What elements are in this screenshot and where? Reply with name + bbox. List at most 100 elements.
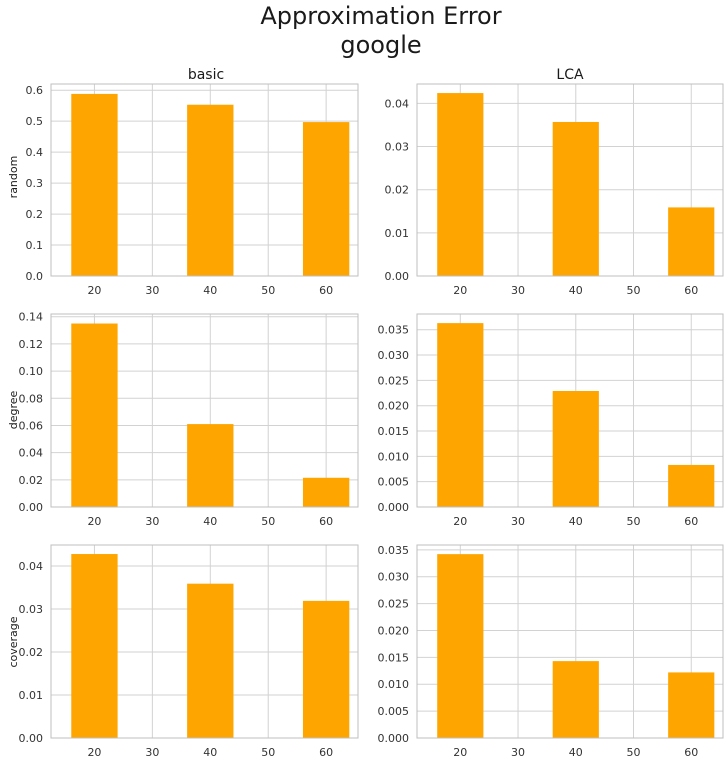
- bar-40: [187, 104, 234, 277]
- panel-degree-LCA: 20 30 40 50 60 0.000 0.005 0.010 0.015 0.020 0.025…: [378, 313, 724, 528]
- y-tick-label: 0.02: [19, 646, 44, 659]
- y-tick-label: 0.10: [19, 365, 44, 378]
- y-tick-label: 0.2: [26, 208, 44, 221]
- panel-degree-basic: 20 30 40 50 60 0.00 0.02 0.04 0.06 0.08 0.10 0.12 0.…: [19, 311, 359, 528]
- y-tick-label: 0.0: [26, 270, 44, 283]
- x-tick-label: 50: [261, 746, 275, 759]
- bar-60: [302, 477, 350, 507]
- bar-20: [71, 93, 118, 277]
- y-tick-label: 0.3: [26, 177, 44, 190]
- x-tick-label: 50: [261, 284, 275, 297]
- y-tick-label: 0.03: [19, 603, 44, 616]
- y-tick-label: 0.020: [378, 400, 410, 413]
- plot-frame: [50, 313, 359, 508]
- panels: 20 30 40 50 60 0.0 0.1 0.2 0.3 0.4 0.5 0.6 20 30 40 50 6…: [19, 83, 724, 759]
- y-tick-label: 0.1: [26, 239, 44, 252]
- y-tick-label: 0.000: [378, 732, 410, 745]
- y-tick-label: 0.04: [19, 447, 44, 460]
- bar-20: [437, 554, 484, 738]
- y-tick-label: 0.025: [378, 374, 410, 387]
- x-tick-label: 30: [511, 284, 525, 297]
- x-tick-label: 50: [261, 515, 275, 528]
- x-tick-label: 40: [569, 746, 583, 759]
- row-label-degree: degree: [7, 391, 20, 430]
- plot-frame: [416, 83, 724, 277]
- row-label-random: random: [7, 156, 20, 199]
- y-tick-label: 0.5: [26, 115, 44, 128]
- x-tick-label: 20: [87, 746, 101, 759]
- bar-20: [71, 323, 118, 507]
- y-tick-label: 0.035: [378, 324, 410, 337]
- figure-title: Approximation Error google: [0, 2, 728, 60]
- x-tick-label: 60: [319, 284, 333, 297]
- y-tick-label: 0.030: [378, 571, 410, 584]
- panel-coverage-basic: 20 30 40 50 60 0.00 0.01 0.02 0.03 0.04: [19, 544, 359, 759]
- x-tick-label: 30: [145, 284, 159, 297]
- x-tick-label: 40: [569, 284, 583, 297]
- x-tick-label: 50: [627, 746, 641, 759]
- x-tick-label: 60: [684, 515, 698, 528]
- y-tick-label: 0.02: [385, 184, 410, 197]
- x-tick-label: 30: [511, 746, 525, 759]
- column-title-lca: LCA: [556, 67, 584, 83]
- y-tick-label: 0.08: [19, 392, 44, 405]
- y-tick-label: 0.02: [19, 474, 44, 487]
- bar-40: [187, 424, 234, 507]
- x-tick-label: 40: [203, 746, 217, 759]
- x-tick-label: 20: [453, 746, 467, 759]
- x-tick-label: 30: [511, 515, 525, 528]
- y-tick-label: 0.01: [19, 689, 44, 702]
- plot-frame: [416, 544, 724, 739]
- bar-60: [302, 122, 350, 276]
- column-title-basic: basic: [188, 67, 224, 83]
- bar-40: [187, 583, 234, 738]
- y-tick-label: 0.010: [378, 678, 410, 691]
- panel-random-basic: 20 30 40 50 60 0.0 0.1 0.2 0.3 0.4 0.5 0.6: [26, 83, 359, 297]
- bar-40: [552, 390, 599, 507]
- y-tick-label: 0.06: [19, 419, 44, 432]
- bar-40: [552, 661, 599, 738]
- x-tick-label: 40: [203, 284, 217, 297]
- y-tick-label: 0.015: [378, 651, 410, 664]
- plot-frame: [416, 313, 724, 508]
- y-tick-label: 0.00: [385, 270, 410, 283]
- plot-frame: [50, 83, 359, 277]
- y-tick-label: 0.03: [385, 141, 410, 154]
- y-tick-label: 0.020: [378, 624, 410, 637]
- x-tick-label: 60: [684, 284, 698, 297]
- figure-title-line1: Approximation Error: [260, 2, 502, 30]
- panel-random-LCA: 20 30 40 50 60 0.00 0.01 0.02 0.03 0.04: [385, 83, 724, 297]
- y-tick-label: 0.00: [19, 501, 44, 514]
- y-tick-label: 0.6: [26, 84, 44, 97]
- y-tick-label: 0.035: [378, 544, 410, 557]
- y-tick-label: 0.000: [378, 501, 410, 514]
- y-tick-label: 0.005: [378, 476, 410, 489]
- bar-40: [552, 121, 599, 276]
- x-tick-label: 50: [627, 284, 641, 297]
- panel-coverage-LCA: 20 30 40 50 60 0.000 0.005 0.010 0.015 0.020 0.025…: [378, 544, 724, 759]
- bar-60: [302, 600, 350, 738]
- y-tick-label: 0.030: [378, 349, 410, 362]
- bar-60: [668, 464, 715, 507]
- bar-60: [668, 672, 715, 738]
- bar-20: [437, 323, 484, 507]
- x-tick-label: 60: [319, 746, 333, 759]
- x-tick-label: 60: [684, 746, 698, 759]
- x-tick-label: 20: [87, 515, 101, 528]
- y-tick-label: 0.01: [385, 227, 410, 240]
- y-tick-label: 0.00: [19, 732, 44, 745]
- x-tick-label: 30: [145, 515, 159, 528]
- x-tick-label: 40: [569, 515, 583, 528]
- x-tick-label: 20: [453, 284, 467, 297]
- y-tick-label: 0.12: [19, 338, 44, 351]
- y-tick-label: 0.14: [19, 311, 44, 324]
- y-tick-label: 0.010: [378, 450, 410, 463]
- x-tick-label: 50: [627, 515, 641, 528]
- x-tick-label: 20: [453, 515, 467, 528]
- y-tick-label: 0.015: [378, 425, 410, 438]
- y-tick-label: 0.04: [385, 97, 410, 110]
- y-tick-label: 0.005: [378, 705, 410, 718]
- row-label-coverage: coverage: [7, 616, 20, 667]
- figure-title-line2: google: [340, 31, 422, 59]
